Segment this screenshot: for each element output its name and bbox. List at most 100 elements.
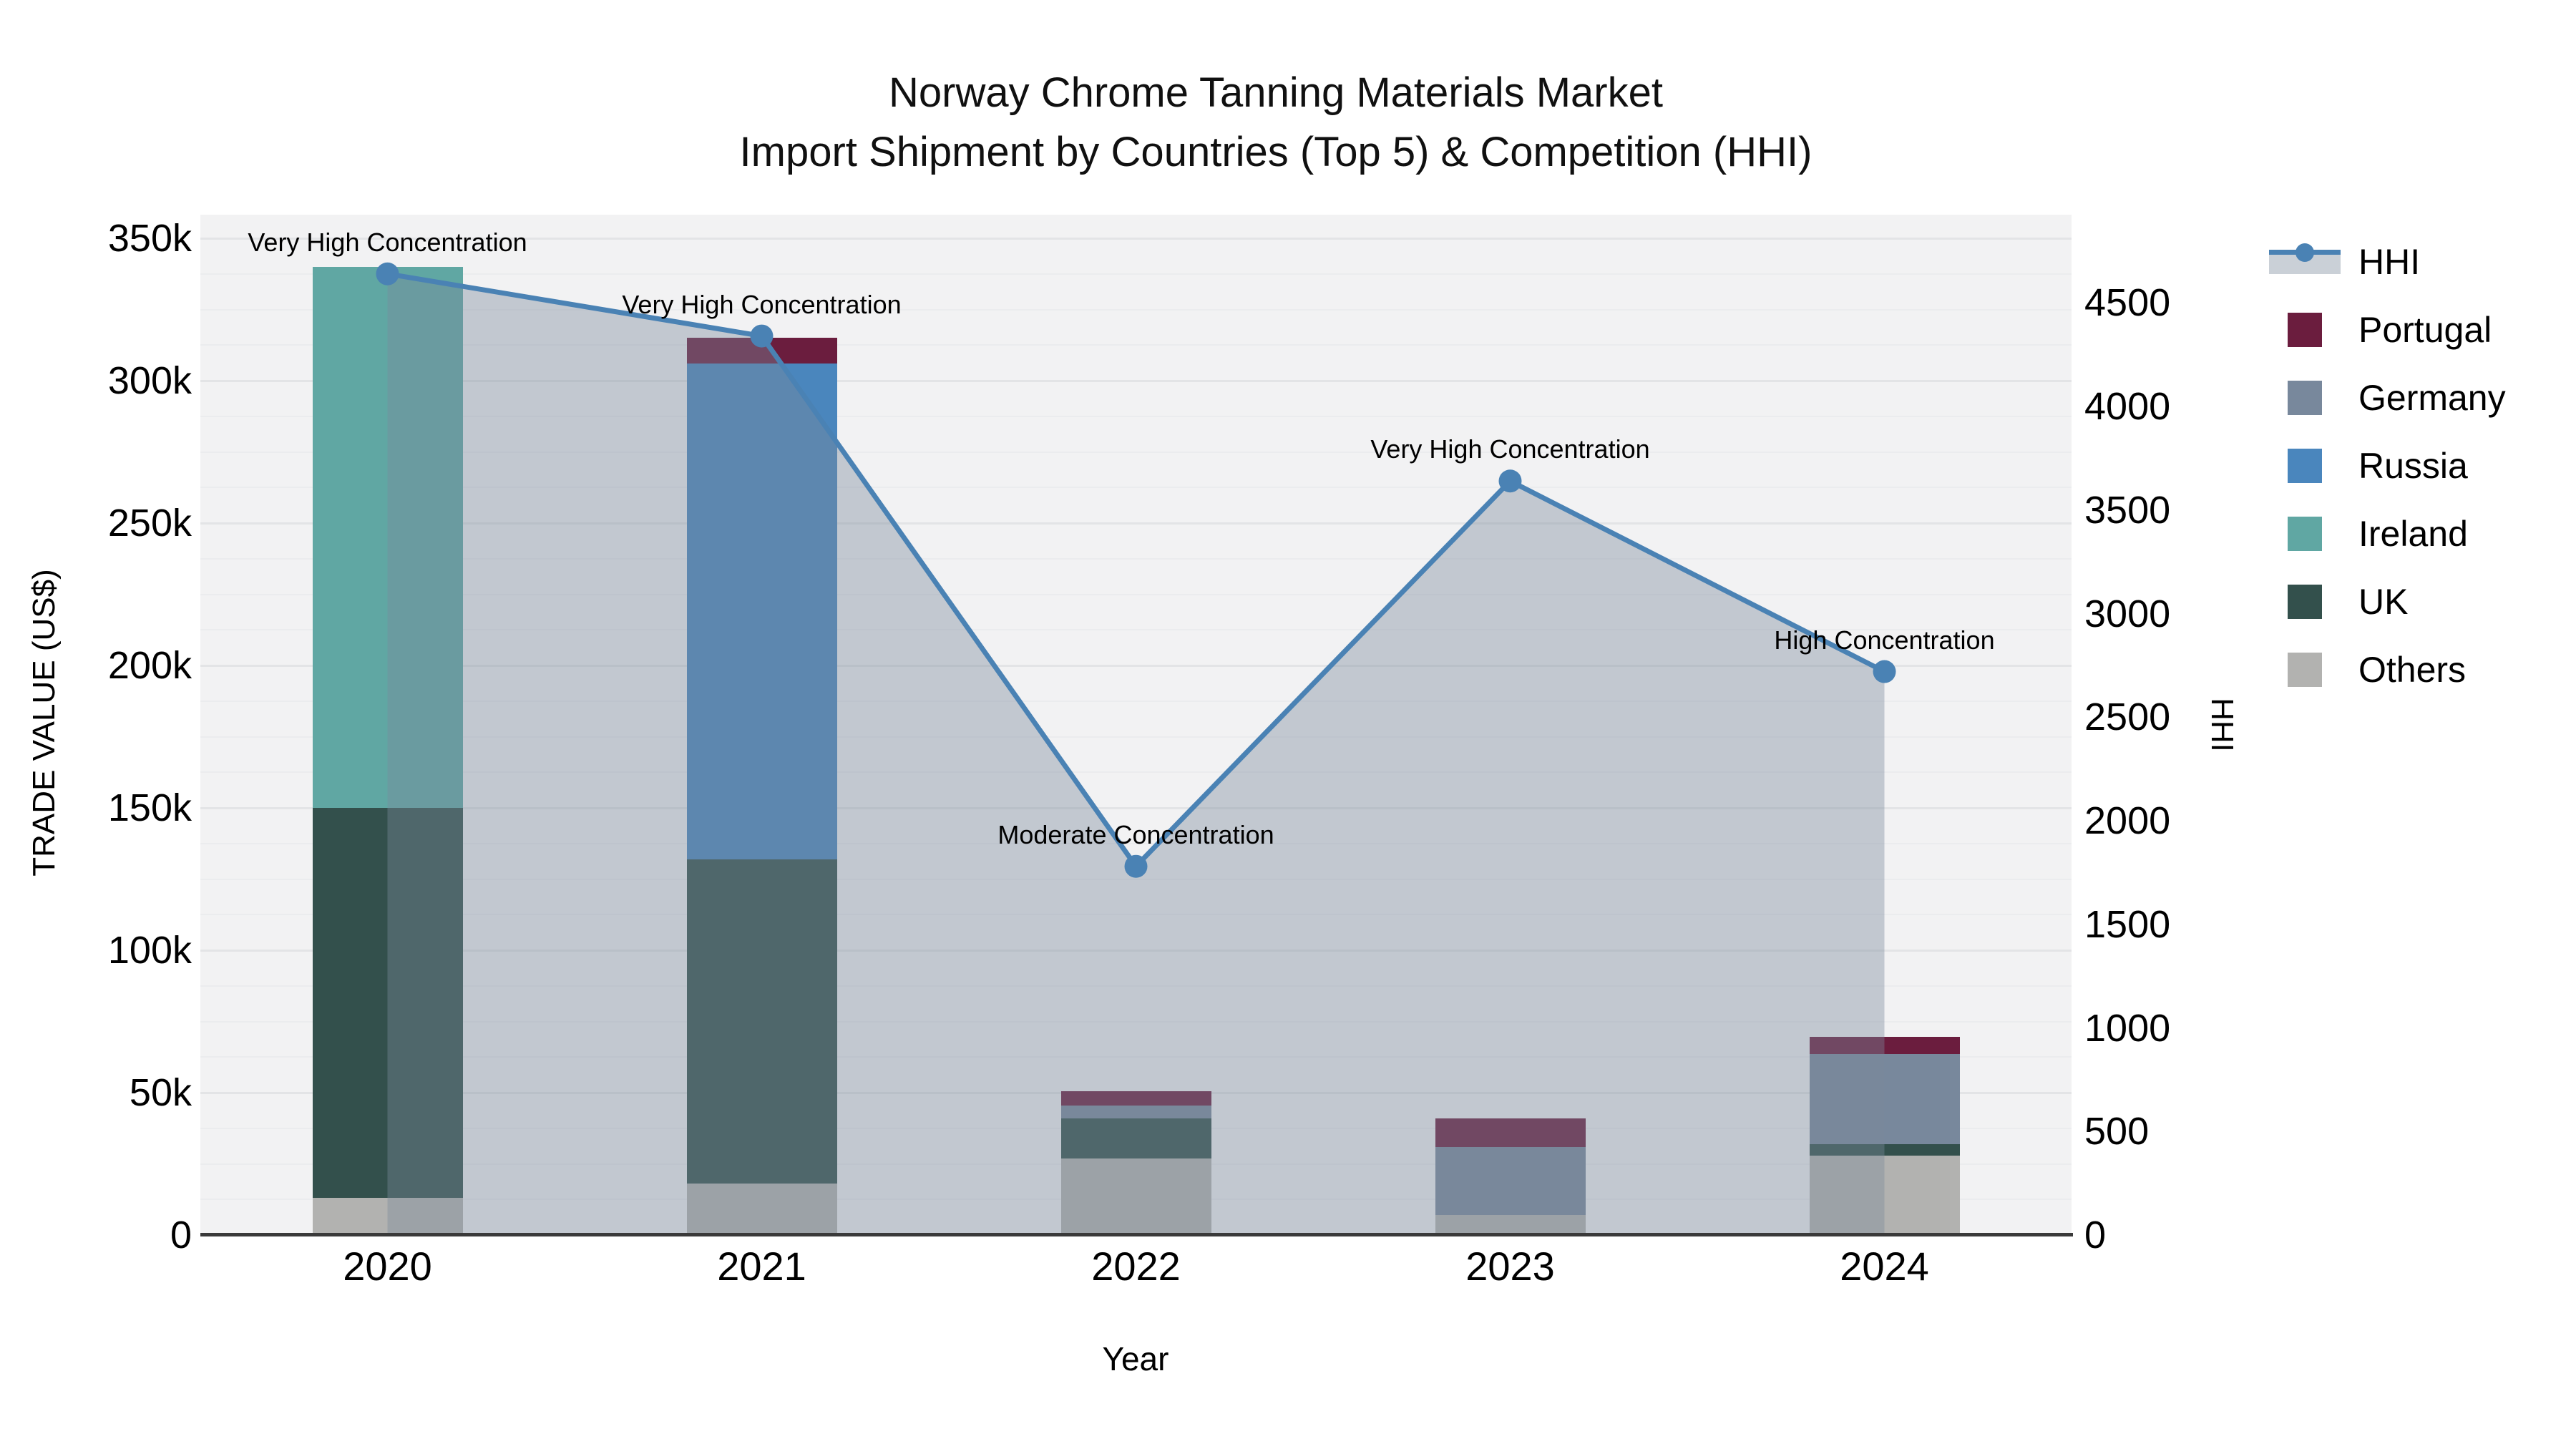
annotation-2023: Very High Concentration xyxy=(1370,434,1650,464)
legend-square-swatch-icon xyxy=(2261,312,2348,347)
right-tick-500: 500 xyxy=(2084,1110,2150,1153)
x-tick-2023: 2023 xyxy=(1465,1244,1555,1289)
gridline-minor xyxy=(200,985,2072,987)
bar-2021-others[interactable] xyxy=(686,1184,837,1235)
legend-item-russia[interactable]: Russia xyxy=(2261,431,2506,499)
gridline-minor xyxy=(200,1056,2072,1058)
legend-item-germany[interactable]: Germany xyxy=(2261,364,2506,431)
gridline-minor xyxy=(200,487,2072,489)
legend-label-hhi: HHI xyxy=(2358,241,2421,282)
legend-item-uk[interactable]: UK xyxy=(2261,567,2506,635)
left-tick-0: 0 xyxy=(170,1214,192,1257)
x-tick-2021: 2021 xyxy=(717,1244,806,1289)
legend-square-swatch-icon xyxy=(2261,380,2348,415)
legend-label-others: Others xyxy=(2358,649,2467,690)
legend-square-swatch-icon xyxy=(2261,584,2348,619)
gridline-minor xyxy=(200,736,2072,738)
chart-title-line1: Norway Chrome Tanning Materials Market xyxy=(888,69,1663,116)
gridline-minor xyxy=(200,344,2072,346)
left-axis-title: TRADE VALUE (US$) xyxy=(26,569,62,877)
bar-2020-ireland[interactable] xyxy=(312,266,463,808)
hhi-marker-2023[interactable] xyxy=(1498,469,1522,493)
legend-label-ireland: Ireland xyxy=(2358,513,2468,554)
right-tick-3500: 3500 xyxy=(2084,488,2171,532)
annotation-2024: High Concentration xyxy=(1774,625,1995,655)
bar-2023-others[interactable] xyxy=(1435,1215,1586,1235)
left-tick-200k: 200k xyxy=(107,644,192,687)
legend-item-portugal[interactable]: Portugal xyxy=(2261,296,2506,364)
right-tick-1000: 1000 xyxy=(2084,1006,2171,1050)
gridline-minor xyxy=(200,1020,2072,1023)
bar-2023-germany[interactable] xyxy=(1435,1146,1586,1216)
annotation-2021: Very High Concentration xyxy=(622,289,902,319)
legend-square-swatch-icon xyxy=(2261,448,2348,483)
legend-label-uk: UK xyxy=(2358,581,2409,622)
gridline-major xyxy=(200,664,2072,667)
left-tick-250k: 250k xyxy=(107,502,192,545)
legend-label-germany: Germany xyxy=(2358,377,2506,418)
gridline-minor xyxy=(200,273,2072,275)
annotation-2020: Very High Concentration xyxy=(248,227,527,257)
gridline-major xyxy=(200,806,2072,809)
right-tick-0: 0 xyxy=(2084,1214,2107,1257)
legend: HHI Portugal Germany Russia Ireland UK Others xyxy=(2261,228,2506,703)
hhi-marker-2022[interactable] xyxy=(1124,854,1148,878)
gridline-minor xyxy=(200,415,2072,417)
bar-2022-uk[interactable] xyxy=(1060,1118,1211,1158)
gridline-minor xyxy=(200,593,2072,595)
hhi-marker-2021[interactable] xyxy=(750,324,774,348)
bar-2024-germany[interactable] xyxy=(1809,1054,1960,1144)
legend-square-swatch-icon xyxy=(2261,516,2348,551)
hhi-marker-2020[interactable] xyxy=(376,262,399,286)
plot-area xyxy=(200,215,2072,1235)
legend-square-swatch-icon xyxy=(2261,652,2348,687)
legend-item-ireland[interactable]: Ireland xyxy=(2261,499,2506,567)
bar-2021-russia[interactable] xyxy=(686,364,837,859)
hhi-marker-2024[interactable] xyxy=(1873,660,1896,683)
gridline-minor xyxy=(200,557,2072,560)
gridline-major xyxy=(200,949,2072,952)
legend-item-others[interactable]: Others xyxy=(2261,635,2506,703)
bar-2020-uk[interactable] xyxy=(312,808,463,1199)
bar-2022-germany[interactable] xyxy=(1060,1105,1211,1118)
bar-2024-others[interactable] xyxy=(1809,1155,1960,1235)
x-axis-line xyxy=(200,1233,2073,1236)
gridline-minor xyxy=(200,771,2072,774)
right-axis-title: HHI xyxy=(2205,698,2240,752)
right-tick-1500: 1500 xyxy=(2084,902,2171,946)
right-tick-2000: 2000 xyxy=(2084,799,2171,842)
gridline-major xyxy=(200,522,2072,525)
chart-title-line2: Import Shipment by Countries (Top 5) & C… xyxy=(739,129,1813,175)
right-tick-4000: 4000 xyxy=(2084,385,2171,428)
bar-2022-portugal[interactable] xyxy=(1060,1091,1211,1106)
legend-item-hhi[interactable]: HHI xyxy=(2261,228,2506,296)
bar-2020-others[interactable] xyxy=(312,1198,463,1235)
gridline-minor xyxy=(200,878,2072,880)
legend-label-russia: Russia xyxy=(2358,445,2468,486)
gridline-minor xyxy=(200,451,2072,453)
legend-label-portugal: Portugal xyxy=(2358,309,2492,350)
bar-2021-uk[interactable] xyxy=(686,859,837,1184)
gridline-major xyxy=(200,237,2072,240)
right-tick-3000: 3000 xyxy=(2084,592,2171,635)
left-tick-350k: 350k xyxy=(107,217,192,260)
gridline-minor xyxy=(200,700,2072,702)
left-tick-150k: 150k xyxy=(107,786,192,829)
left-tick-100k: 100k xyxy=(107,929,192,972)
bar-2024-uk[interactable] xyxy=(1809,1143,1960,1156)
x-axis-title: Year xyxy=(1102,1340,1169,1377)
gridline-minor xyxy=(200,308,2072,311)
bar-2023-portugal[interactable] xyxy=(1435,1118,1586,1147)
gridline-major xyxy=(200,379,2072,382)
annotation-2022: Moderate Concentration xyxy=(997,819,1274,849)
left-tick-300k: 300k xyxy=(107,359,192,402)
x-tick-2024: 2024 xyxy=(1840,1244,1929,1289)
right-tick-2500: 2500 xyxy=(2084,696,2171,739)
left-tick-50k: 50k xyxy=(129,1071,192,1114)
x-tick-2022: 2022 xyxy=(1091,1244,1181,1289)
bar-2024-portugal[interactable] xyxy=(1809,1037,1960,1055)
bar-2022-others[interactable] xyxy=(1060,1158,1211,1235)
legend-line-swatch-icon xyxy=(2261,243,2348,277)
right-tick-4500: 4500 xyxy=(2084,281,2171,325)
